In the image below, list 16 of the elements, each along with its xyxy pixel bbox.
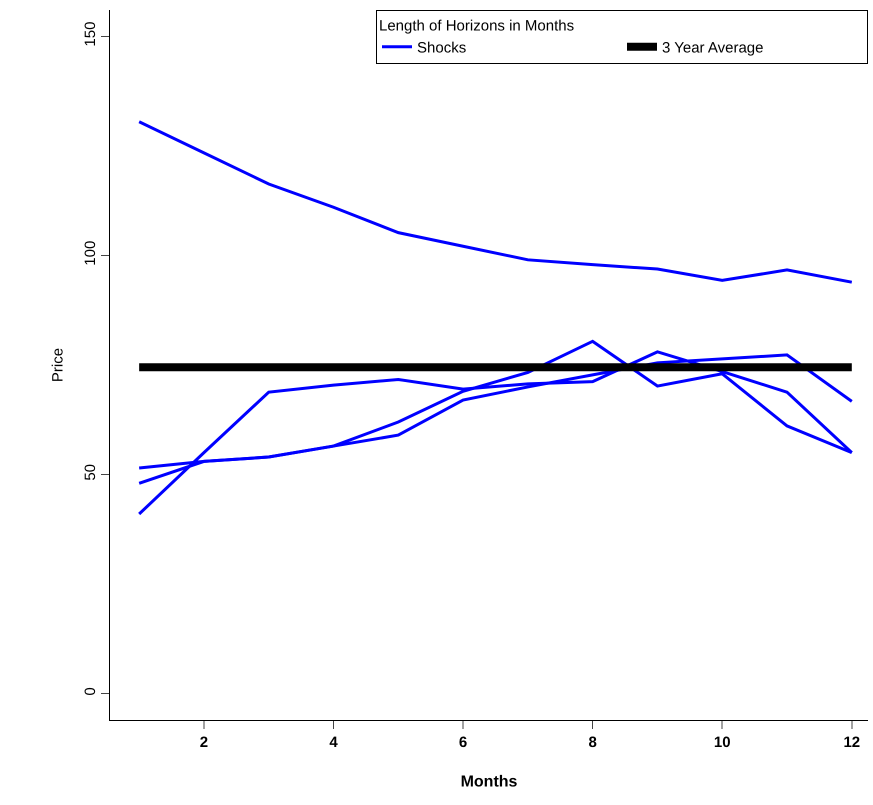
y-axis-title: Price [49, 348, 66, 382]
y-tick-label: 150 [82, 22, 99, 47]
x-tick-label: 8 [588, 734, 597, 751]
x-axis-title: Months [460, 774, 518, 791]
line-series [138, 120, 854, 284]
y-tick-label: 100 [82, 240, 99, 266]
legend-label: 3 Year Average [662, 40, 764, 57]
x-tick-label: 12 [843, 734, 860, 751]
x-tick-label: 2 [200, 734, 208, 751]
x-tick-label: 6 [458, 734, 468, 751]
legend-label: Shocks [417, 40, 466, 57]
x-tick-label: 4 [329, 734, 338, 751]
x-tick-label: 10 [714, 734, 731, 751]
y-tick-label: 50 [82, 464, 99, 481]
legend-title: Length of Horizons in Months [379, 18, 574, 34]
y-tick-label: 0 [82, 687, 99, 696]
